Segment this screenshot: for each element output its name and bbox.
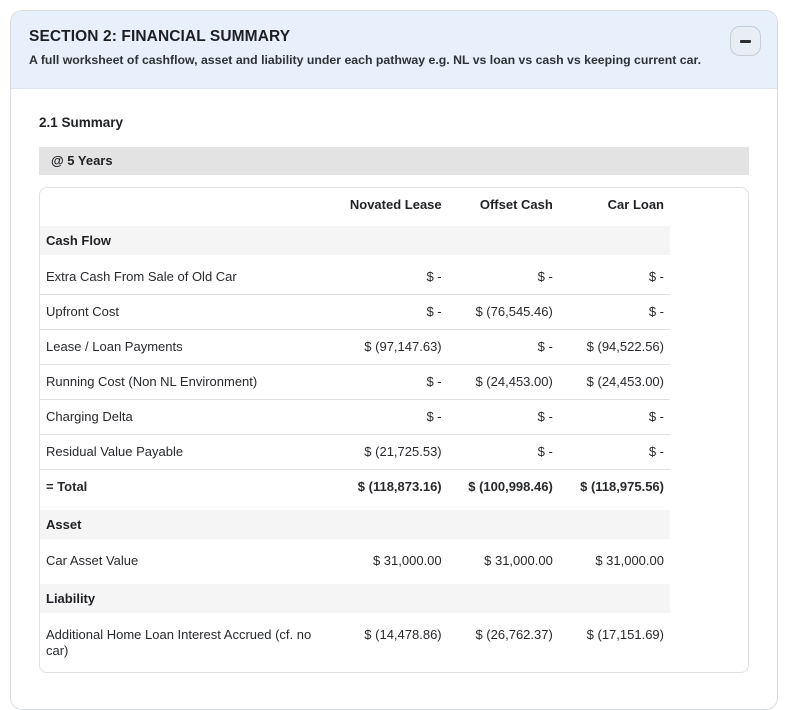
column-header-car-loan: Car Loan	[558, 188, 670, 224]
row-value: $ (76,545.46)	[447, 294, 559, 330]
row-value: $ (17,151.69)	[586, 627, 664, 642]
section-card-header: SECTION 2: FINANCIAL SUMMARY A full work…	[11, 11, 777, 89]
row-value: $ -	[558, 399, 670, 435]
section-label: Asset	[40, 504, 670, 544]
minus-icon	[740, 39, 751, 43]
total-row: = Total $ (118,873.16) $ (100,998.46) $ (11…	[40, 469, 670, 508]
row-value: $ (21,725.53)	[336, 434, 448, 470]
row-value: $ (24,453.00)	[558, 364, 670, 400]
row-value: $ -	[558, 257, 670, 295]
row-value: $ (14,478.86)	[364, 627, 442, 642]
data-row: Extra Cash From Sale of Old Car $ - $ - $ -	[40, 257, 670, 295]
data-row: Lease / Loan Payments $ (97,147.63) $ - $ (…	[40, 329, 670, 365]
row-value: $ -	[447, 329, 559, 365]
data-row: Charging Delta $ - $ - $ -	[40, 399, 670, 435]
row-value: $ (94,522.56)	[558, 329, 670, 365]
row-value: $ (118,873.16)	[336, 469, 448, 508]
row-value: $ -	[558, 434, 670, 470]
section-card-body: 2.1 Summary @ 5 Years Novated Lease Offs…	[11, 89, 777, 673]
row-value: $ (97,147.63)	[336, 329, 448, 365]
data-row: Additional Home Loan Interest Accrued (c…	[40, 616, 670, 669]
section-row: Cash Flow	[40, 220, 670, 260]
row-label: = Total	[40, 469, 337, 508]
section-label: Cash Flow	[40, 220, 670, 260]
data-row: Car Asset Value $ 31,000.00 $ 31,000.00 $ 3…	[40, 541, 670, 582]
row-value: $ (100,998.46)	[447, 469, 559, 508]
section-row: Liability	[40, 578, 670, 618]
row-label: Lease / Loan Payments	[40, 329, 337, 365]
section-row: Asset	[40, 504, 670, 544]
summary-heading: 2.1 Summary	[39, 115, 124, 130]
summary-table-container: Novated Lease Offset Cash Car Loan Cash …	[39, 187, 749, 673]
row-value: $ (26,762.37)	[475, 627, 553, 642]
row-label: Charging Delta	[40, 399, 337, 435]
row-value: $ -	[336, 364, 448, 400]
period-bar: @ 5 Years	[39, 147, 749, 175]
row-value: $ (24,453.00)	[447, 364, 559, 400]
row-value: $ -	[447, 257, 559, 295]
row-value: $ 31,000.00	[336, 541, 448, 582]
section-card: SECTION 2: FINANCIAL SUMMARY A full work…	[10, 10, 778, 710]
table-header-row: Novated Lease Offset Cash Car Loan	[40, 188, 670, 224]
row-value: $ -	[336, 399, 448, 435]
data-row: Residual Value Payable $ (21,725.53) $ - $ …	[40, 434, 670, 470]
row-label: Extra Cash From Sale of Old Car	[40, 257, 337, 295]
row-label: Upfront Cost	[40, 294, 337, 330]
summary-table: Novated Lease Offset Cash Car Loan Cash …	[40, 188, 670, 668]
row-label: Running Cost (Non NL Environment)	[40, 364, 337, 400]
page-title: SECTION 2: FINANCIAL SUMMARY	[29, 28, 291, 45]
row-value: $ -	[336, 257, 448, 295]
row-label: Residual Value Payable	[40, 434, 337, 470]
row-value: $ 31,000.00	[447, 541, 559, 582]
column-header-blank	[40, 188, 337, 224]
row-value: $ -	[447, 399, 559, 435]
data-row: Upfront Cost $ - $ (76,545.46) $ -	[40, 294, 670, 330]
column-header-offset-cash: Offset Cash	[447, 188, 559, 224]
collapse-button[interactable]	[730, 26, 761, 56]
column-header-novated-lease: Novated Lease	[336, 188, 448, 224]
row-value: $ -	[558, 294, 670, 330]
section-header-text: SECTION 2: FINANCIAL SUMMARY A full work…	[29, 24, 701, 67]
section-label: Liability	[40, 578, 670, 618]
row-value: $ 31,000.00	[558, 541, 670, 582]
data-row: Running Cost (Non NL Environment) $ - $ (2…	[40, 364, 670, 400]
row-label: Car Asset Value	[40, 541, 337, 582]
row-value: $ -	[447, 434, 559, 470]
row-value: $ (118,975.56)	[558, 469, 670, 508]
page-subtitle: A full worksheet of cashflow, asset and …	[29, 53, 701, 67]
row-value: $ -	[336, 294, 448, 330]
